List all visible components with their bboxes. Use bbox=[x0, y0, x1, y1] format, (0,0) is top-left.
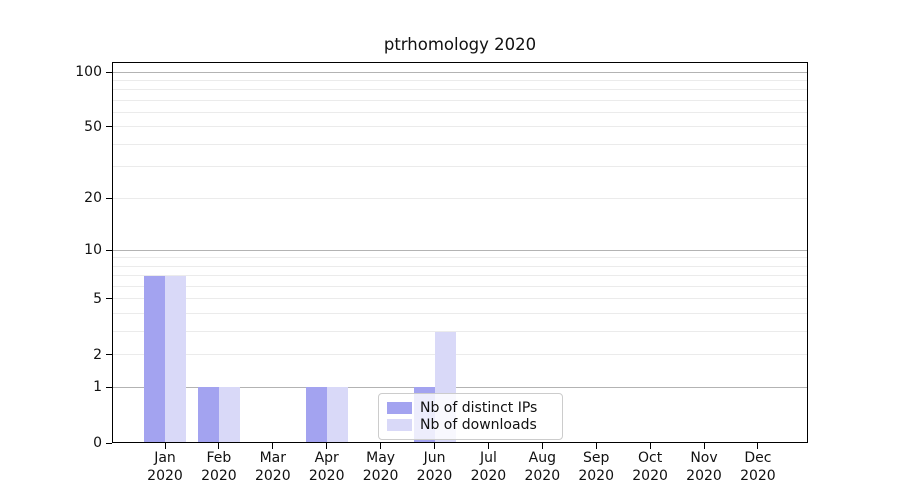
legend-box: Nb of distinct IPs Nb of downloads bbox=[378, 393, 563, 440]
x-tick-year-aug: 2020 bbox=[524, 467, 561, 484]
x-tick-label-jun: Jun 2020 bbox=[403, 450, 467, 485]
x-tick-label-jan: Jan 2020 bbox=[133, 450, 197, 485]
x-tick-label-dec: Dec 2020 bbox=[726, 450, 790, 485]
x-tick-year-nov: 2020 bbox=[686, 467, 722, 484]
x-tick-year-jun: 2020 bbox=[416, 467, 453, 484]
minor-gridline-5 bbox=[112, 298, 808, 300]
x-tick-month-mar: Mar bbox=[259, 450, 286, 466]
x-tick-month-oct: Oct bbox=[637, 450, 663, 466]
legend-item-distinct-ips: Nb of distinct IPs bbox=[387, 399, 554, 416]
x-tick-mark-mar bbox=[272, 443, 274, 449]
y-tick-mark-5 bbox=[106, 298, 112, 300]
y-tick-mark-0 bbox=[106, 442, 112, 444]
x-tick-year-jan: 2020 bbox=[147, 467, 183, 484]
minor-gridline-20 bbox=[112, 197, 808, 199]
bar-jan-distinct-ips bbox=[144, 275, 165, 443]
x-tick-label-jul: Jul 2020 bbox=[456, 450, 520, 485]
x-tick-mark-may bbox=[380, 443, 382, 449]
x-tick-month-aug: Aug bbox=[528, 450, 556, 466]
bar-apr-distinct-ips bbox=[305, 387, 327, 443]
bar-feb-distinct-ips bbox=[197, 387, 219, 443]
x-tick-month-nov: Nov bbox=[690, 450, 718, 466]
x-tick-mark-oct bbox=[649, 443, 651, 449]
x-tick-mark-aug bbox=[541, 443, 543, 449]
minor-gridline-80 bbox=[112, 89, 808, 91]
x-tick-month-sep: Sep bbox=[582, 450, 610, 466]
x-tick-label-sep: Sep 2020 bbox=[564, 450, 628, 485]
x-tick-year-sep: 2020 bbox=[578, 467, 614, 484]
y-tick-label-5: 5 bbox=[93, 290, 102, 307]
x-tick-label-may: May 2020 bbox=[349, 450, 413, 485]
x-tick-mark-jul bbox=[487, 443, 489, 449]
major-gridline-10 bbox=[112, 249, 808, 251]
minor-gridline-50 bbox=[112, 126, 808, 128]
y-tick-mark-20 bbox=[106, 197, 112, 199]
y-tick-label-2: 2 bbox=[93, 346, 102, 363]
x-tick-mark-dec bbox=[757, 443, 759, 449]
x-tick-mark-jan bbox=[164, 443, 166, 449]
x-tick-label-nov: Nov 2020 bbox=[672, 450, 736, 485]
x-tick-year-dec: 2020 bbox=[740, 467, 776, 484]
minor-gridline-6 bbox=[112, 286, 808, 288]
plot-area bbox=[112, 62, 808, 443]
y-tick-mark-1 bbox=[106, 386, 112, 388]
x-tick-year-feb: 2020 bbox=[201, 467, 237, 484]
x-tick-month-apr: Apr bbox=[314, 450, 339, 466]
x-tick-month-feb: Feb bbox=[206, 450, 232, 466]
x-tick-year-may: 2020 bbox=[362, 467, 399, 484]
x-tick-month-jan: Jan bbox=[154, 450, 176, 466]
x-tick-label-oct: Oct 2020 bbox=[618, 450, 682, 485]
legend-label-distinct-ips: Nb of distinct IPs bbox=[420, 399, 538, 416]
x-tick-label-feb: Feb 2020 bbox=[187, 450, 251, 485]
x-tick-mark-nov bbox=[703, 443, 705, 449]
chart-title: ptrhomology 2020 bbox=[383, 35, 537, 54]
x-tick-mark-jun bbox=[434, 443, 435, 449]
minor-gridline-9 bbox=[112, 257, 808, 259]
x-tick-month-dec: Dec bbox=[744, 450, 772, 466]
bar-jan-downloads bbox=[165, 275, 186, 443]
legend-swatch-downloads bbox=[387, 419, 412, 432]
y-tick-label-50: 50 bbox=[84, 118, 102, 135]
x-tick-year-oct: 2020 bbox=[632, 467, 668, 484]
x-tick-label-aug: Aug 2020 bbox=[510, 450, 574, 485]
minor-gridline-30 bbox=[112, 166, 808, 168]
minor-gridline-2 bbox=[112, 354, 808, 356]
legend-label-downloads: Nb of downloads bbox=[420, 417, 537, 434]
y-tick-mark-50 bbox=[106, 126, 112, 128]
x-tick-label-mar: Mar 2020 bbox=[241, 450, 305, 485]
minor-gridline-90 bbox=[112, 79, 808, 81]
minor-gridline-40 bbox=[112, 143, 808, 145]
x-tick-year-jul: 2020 bbox=[470, 467, 507, 484]
minor-gridline-7 bbox=[112, 275, 808, 277]
major-gridline-100 bbox=[112, 71, 808, 73]
y-tick-mark-2 bbox=[106, 354, 112, 356]
y-tick-label-20: 20 bbox=[84, 190, 102, 207]
x-tick-mark-sep bbox=[595, 443, 597, 449]
x-tick-label-apr: Apr 2020 bbox=[295, 450, 359, 485]
legend-swatch-distinct-ips bbox=[387, 401, 412, 414]
minor-gridline-4 bbox=[112, 313, 808, 315]
y-tick-label-1: 1 bbox=[93, 379, 102, 396]
minor-gridline-3 bbox=[112, 331, 808, 333]
y-tick-label-100: 100 bbox=[75, 64, 102, 80]
y-tick-label-10: 10 bbox=[84, 242, 102, 259]
x-tick-year-mar: 2020 bbox=[254, 467, 291, 484]
y-tick-label-0: 0 bbox=[93, 435, 102, 451]
y-tick-mark-10 bbox=[106, 249, 112, 251]
x-tick-month-may: May bbox=[366, 450, 396, 466]
x-tick-month-jun: Jun bbox=[423, 450, 446, 466]
bar-feb-downloads bbox=[218, 387, 240, 443]
y-tick-mark-100 bbox=[106, 71, 112, 73]
x-tick-mark-feb bbox=[218, 443, 220, 449]
minor-gridline-70 bbox=[112, 99, 808, 101]
x-tick-month-jul: Jul bbox=[479, 450, 497, 466]
minor-gridline-60 bbox=[112, 112, 808, 114]
x-tick-mark-apr bbox=[326, 443, 328, 449]
x-tick-year-apr: 2020 bbox=[308, 467, 345, 484]
bar-apr-downloads bbox=[326, 387, 348, 443]
minor-gridline-8 bbox=[112, 265, 808, 267]
major-gridline-1 bbox=[112, 386, 808, 388]
legend-item-downloads: Nb of downloads bbox=[387, 417, 554, 434]
